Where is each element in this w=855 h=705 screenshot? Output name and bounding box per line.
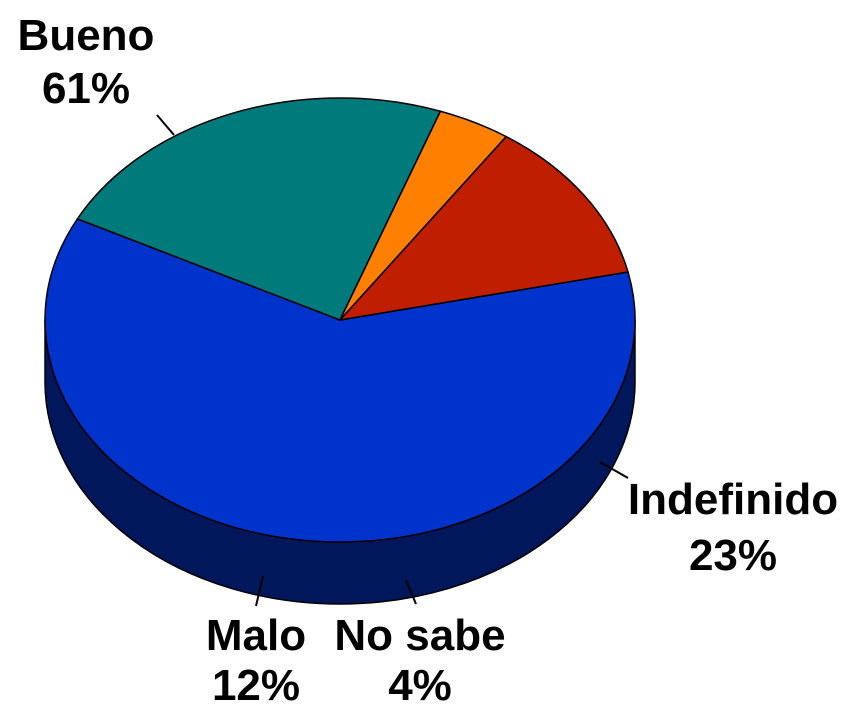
label-bueno-value: 61% (42, 64, 130, 113)
label-bueno-name: Bueno (18, 11, 155, 60)
leader-line-no-sabe (405, 579, 417, 605)
label-indefinido-name: Indefinido (628, 475, 838, 524)
label-malo-value: 12% (212, 661, 300, 705)
leader-line-bueno (156, 114, 175, 136)
label-no-sabe-value: 4% (388, 661, 452, 705)
leader-line-indefinido (599, 461, 629, 479)
leader-line-malo (255, 575, 264, 607)
pie-slice-malo (337, 135, 629, 322)
pie-slice-indefinido (76, 97, 442, 321)
leader-lines (156, 114, 629, 607)
label-malo-name: Malo (206, 611, 306, 660)
label-no-sabe-name: No sabe (334, 611, 505, 660)
pie-slice-bueno (44, 217, 636, 543)
slice-labels: Bueno 61% Indefinido 23% No sabe 4% Malo… (18, 11, 839, 705)
label-indefinido-value: 23% (689, 531, 777, 580)
pie-slices (44, 97, 636, 543)
